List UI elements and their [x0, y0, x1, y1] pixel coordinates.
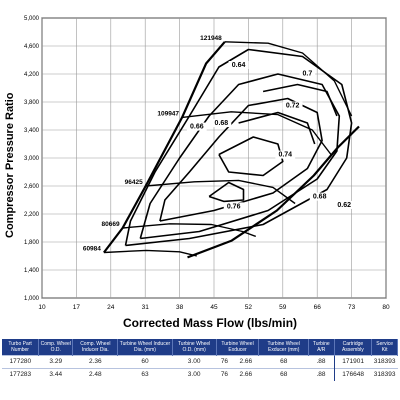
efficiency-label: 0.62 — [337, 202, 351, 209]
col-header-turbine-wheel-od: Turbine Wheel O.D. (mm) — [172, 339, 217, 356]
efficiency-label-bg — [186, 122, 207, 131]
table-cell: 177280 — [2, 355, 39, 369]
x-tick-label: 66 — [314, 304, 322, 311]
speed-line-label: 80669 — [102, 221, 120, 228]
speed-line-121948 — [224, 41, 353, 117]
efficiency-label-bg — [309, 192, 330, 201]
y-tick-label: 4,600 — [24, 44, 40, 50]
efficiency-island-0-7 — [262, 83, 338, 117]
x-tick-label: 31 — [142, 304, 150, 311]
efficiency-island-0-72 — [238, 111, 316, 145]
speed-line-60984 — [103, 249, 197, 257]
x-tick-label: 24 — [107, 304, 115, 311]
y-tick-label: 2,200 — [24, 212, 40, 218]
y-axis-label: Compressor Pressure Ratio — [4, 92, 16, 239]
y-tick-label: 1,000 — [24, 296, 40, 302]
efficiency-label-bg — [275, 150, 296, 159]
efficiency-label: 0.68 — [313, 194, 327, 201]
y-tick-label: 1,400 — [24, 268, 40, 274]
specs-header-row: Turbo Part Number Comp. Wheel O.D. Comp.… — [2, 339, 398, 356]
speed-line-label: 96425 — [125, 179, 143, 186]
speed-line-label: 60984 — [83, 246, 101, 253]
surge-line — [103, 41, 226, 254]
efficiency-label: 0.68 — [215, 120, 229, 127]
efficiency-label-bg — [228, 61, 249, 69]
x-tick-label: 52 — [245, 304, 253, 311]
table-cell: 60 — [117, 355, 173, 369]
y-tick-label: 2,600 — [24, 184, 40, 190]
y-tick-label: 1,800 — [24, 240, 40, 246]
table-row: 177280 3.29 2.36 60 3.00 76 2.66 68 .88 … — [2, 355, 398, 369]
x-tick-label: 59 — [279, 304, 287, 311]
table-cell: 3.29 — [38, 355, 73, 369]
efficiency-island-0-74 — [218, 136, 284, 177]
efficiency-label-bg — [223, 202, 244, 211]
efficiency-island-0-64 — [139, 73, 341, 240]
efficiency-label-bg — [299, 69, 316, 78]
table-cell: 176648 — [333, 368, 372, 381]
x-tick-label: 10 — [38, 304, 46, 311]
turbo-specs-table: Turbo Part Number Comp. Wheel O.D. Comp.… — [2, 339, 398, 381]
efficiency-label: 0.66 — [190, 124, 204, 131]
y-tick-label: 4,200 — [24, 72, 40, 78]
col-header-turbine-ar: Turbine A/R — [308, 339, 335, 356]
y-tick-label: 3,000 — [24, 156, 40, 162]
x-tick-label: 80 — [382, 304, 390, 311]
table-cell: 76 — [216, 355, 233, 369]
col-header-part-number: Turbo Part Number — [2, 339, 40, 356]
y-tick-label: 3,400 — [24, 128, 40, 134]
table-cell: 63 — [117, 368, 173, 381]
efficiency-label: 0.76 — [227, 203, 241, 210]
table-cell: 2.66 — [232, 368, 259, 381]
speed-line-80669 — [122, 223, 257, 238]
speed-line-label: 121948 — [200, 35, 222, 42]
col-header-service-kit: Service Kit — [371, 339, 398, 356]
col-header-turbine-wheel-inducer-dia: Turbine Wheel Inducer Dia. (mm) — [117, 339, 173, 356]
efficiency-label-bg — [282, 101, 303, 110]
table-cell: 68 — [258, 368, 309, 381]
speed-line-96425 — [145, 179, 296, 205]
table-cell: .88 — [308, 355, 334, 369]
choke-line — [187, 125, 360, 259]
table-cell: 3.44 — [38, 368, 73, 381]
x-tick-label: 73 — [348, 304, 356, 311]
table-cell: 318393 — [371, 368, 398, 381]
col-header-turbine-wheel-exducer: Turbine Wheel Exducer — [216, 339, 260, 356]
table-row: 177283 3.44 2.48 63 3.00 76 2.66 68 .88 … — [2, 368, 398, 381]
table-cell: 2.36 — [72, 355, 118, 369]
table-cell: 171901 — [333, 355, 372, 369]
col-header-comp-wheel-inducer-dia: Comp. Wheel Inducer Dia. — [72, 339, 119, 356]
x-tick-label: 17 — [73, 304, 81, 311]
y-tick-label: 5,000 — [24, 16, 40, 22]
table-cell: 2.66 — [232, 355, 259, 369]
table-cell: 76 — [216, 368, 233, 381]
x-tick-label: 38 — [176, 304, 184, 311]
x-tick-label: 45 — [210, 304, 218, 311]
efficiency-island-0-76 — [208, 181, 245, 203]
efficiency-label-bg — [211, 119, 232, 128]
table-cell: 68 — [258, 355, 309, 369]
table-cell: 318393 — [371, 355, 398, 369]
efficiency-label-bg — [334, 201, 355, 209]
col-header-cartridge-assembly: Cartridge Assembly — [334, 339, 373, 356]
table-cell: 2.48 — [72, 368, 118, 381]
efficiency-label: 0.74 — [278, 152, 292, 159]
table-cell: 3.00 — [172, 368, 217, 381]
efficiency-label: 0.7 — [303, 70, 313, 77]
x-axis-label: Corrected Mass Flow (lbs/min) — [122, 316, 298, 330]
efficiency-label: 0.72 — [286, 103, 300, 110]
y-tick-label: 3,800 — [24, 100, 40, 106]
efficiency-label: 0.64 — [232, 62, 246, 69]
table-cell: 3.00 — [172, 355, 217, 369]
speed-line-label: 109947 — [157, 110, 179, 117]
table-cell: .88 — [308, 368, 334, 381]
speed-line-109947 — [182, 111, 332, 155]
table-cell: 177283 — [2, 368, 39, 381]
col-header-turbine-wheel-exducer-mm: Turbine Wheel Exducer (mm) — [258, 339, 310, 356]
col-header-comp-wheel-od: Comp. Wheel O.D. — [38, 339, 74, 356]
